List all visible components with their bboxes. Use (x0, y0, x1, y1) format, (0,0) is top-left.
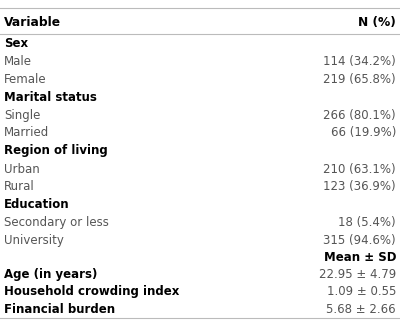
Text: Region of living: Region of living (4, 145, 108, 158)
Text: Marital status: Marital status (4, 91, 97, 104)
Text: N (%): N (%) (358, 16, 396, 29)
Text: 266 (80.1%): 266 (80.1%) (323, 109, 396, 122)
Text: Urban: Urban (4, 162, 40, 176)
Text: Mean ± SD: Mean ± SD (324, 251, 396, 264)
Text: 114 (34.2%): 114 (34.2%) (323, 55, 396, 68)
Text: Sex: Sex (4, 37, 28, 50)
Text: Male: Male (4, 55, 32, 68)
Text: Single: Single (4, 109, 40, 122)
Text: 66 (19.9%): 66 (19.9%) (331, 126, 396, 139)
Text: Age (in years): Age (in years) (4, 268, 97, 281)
Text: 123 (36.9%): 123 (36.9%) (323, 180, 396, 193)
Text: Household crowding index: Household crowding index (4, 285, 179, 298)
Text: Education: Education (4, 198, 70, 211)
Text: University: University (4, 234, 64, 247)
Text: 5.68 ± 2.66: 5.68 ± 2.66 (326, 303, 396, 316)
Text: Secondary or less: Secondary or less (4, 216, 109, 229)
Text: 22.95 ± 4.79: 22.95 ± 4.79 (319, 268, 396, 281)
Text: Variable: Variable (4, 16, 61, 29)
Text: 1.09 ± 0.55: 1.09 ± 0.55 (327, 285, 396, 298)
Text: 219 (65.8%): 219 (65.8%) (323, 72, 396, 85)
Text: Rural: Rural (4, 180, 35, 193)
Text: 315 (94.6%): 315 (94.6%) (323, 234, 396, 247)
Text: Female: Female (4, 72, 47, 85)
Text: 210 (63.1%): 210 (63.1%) (323, 162, 396, 176)
Text: Financial burden: Financial burden (4, 303, 115, 316)
Text: Married: Married (4, 126, 49, 139)
Text: 18 (5.4%): 18 (5.4%) (338, 216, 396, 229)
